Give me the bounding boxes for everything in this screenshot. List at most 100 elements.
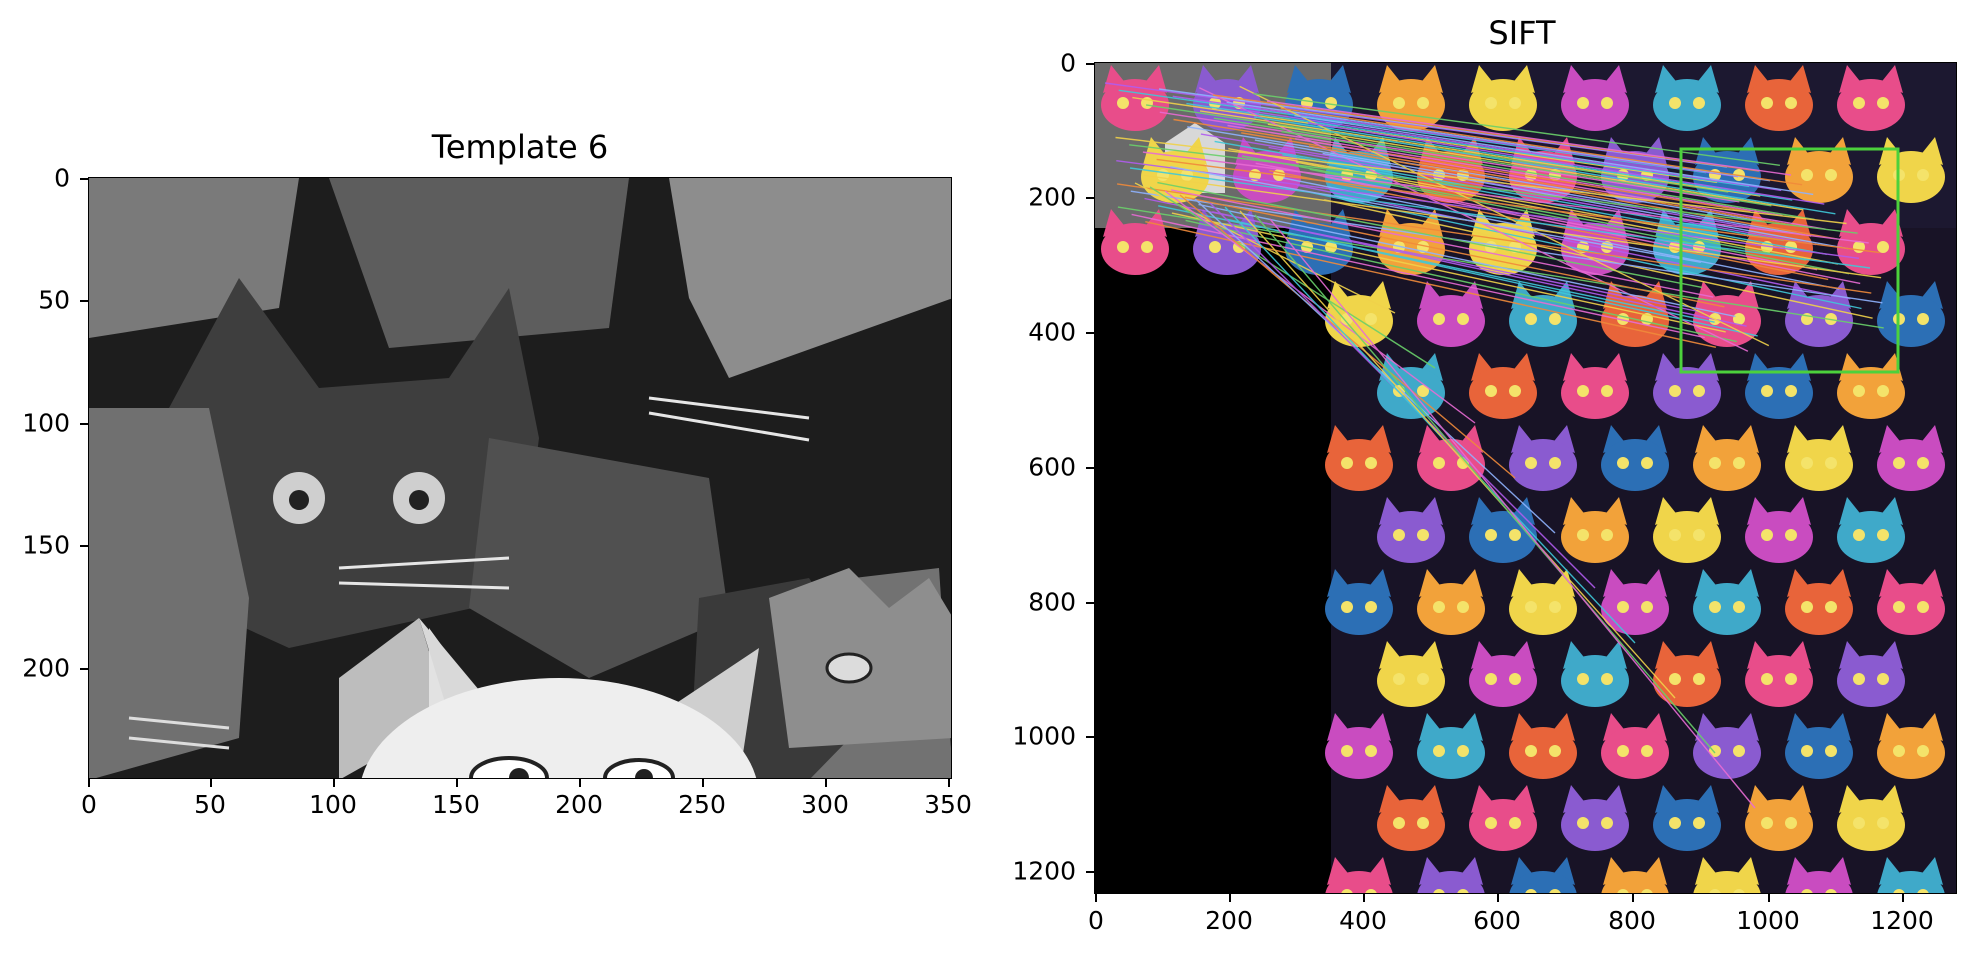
cat-head-shape [1653,785,1721,851]
right-x-tick-label: 0 [1088,906,1104,935]
cat-head-shape [1561,497,1629,563]
cat-head-shape [1377,641,1445,707]
cat-head-shape [1561,65,1629,131]
cat-head-shape [1101,65,1169,131]
grayscale-cat-template-image [89,178,951,778]
cat-head-shape [1417,857,1485,893]
sift-match-line [1295,138,1826,230]
left-y-tick-label: 100 [22,408,70,438]
cat-head-shape [1325,425,1393,491]
cat-head-shape [1653,65,1721,131]
left-y-tick-label: 200 [22,653,70,683]
left-x-tick-label: 300 [801,790,849,819]
right-x-tick-label: 800 [1608,906,1656,935]
sift-match-line [1266,100,1792,176]
left-x-tick-6 [825,779,827,787]
right-x-tick-label: 600 [1473,906,1521,935]
cat-head-shape [1417,569,1485,635]
left-x-tick-3 [456,779,458,787]
sift-match-line [1227,124,1783,217]
sift-match-line [1116,160,1859,259]
cat-head-shape [1785,137,1853,203]
cat-head-shape [1693,569,1761,635]
sift-match-line [1156,158,1880,254]
left-x-tick-label: 0 [81,790,97,819]
cat-head-shape [1325,281,1393,347]
left-x-tick-7 [948,779,950,787]
cat-head-shape [1837,785,1905,851]
sift-match-line [1149,186,1436,369]
cat-head-shape [1693,857,1761,893]
left-x-tick-1 [210,779,212,787]
left-x-tick-label: 150 [432,790,480,819]
sift-match-line [1129,144,1858,234]
sift-match-line [1170,189,1714,298]
left-x-tick-label: 50 [194,790,226,819]
right-y-tick-label: 1200 [1012,856,1076,886]
sift-match-line [1239,210,1676,699]
cat-head-shape [1325,857,1393,893]
right-y-tick-3 [1086,467,1094,469]
cat-head-shape [1377,353,1445,419]
sift-match-line [1187,126,1762,222]
sift-match-line [1228,148,1796,251]
sift-match-line [1199,110,1761,197]
sift-match-line [1307,122,1825,205]
cat-head-shape [1325,713,1393,779]
right-y-tick-label: 400 [1028,317,1076,347]
cat-head-shape [1417,713,1485,779]
sift-match-line [1172,95,1739,178]
sift-match-line [1157,181,1703,289]
sift-match-line [1212,211,1747,327]
left-y-tick-label: 150 [22,530,70,560]
cat-head-shape [1561,353,1629,419]
left-x-tick-label: 200 [555,790,603,819]
right-x-tick-6 [1902,894,1904,902]
right-x-tick-3 [1497,894,1499,902]
sift-match-line [1173,118,1751,213]
cat-head-shape [1509,713,1577,779]
sift-match-line [1280,107,1803,186]
cat-head-shape [1101,209,1169,275]
sift-match-line [1116,183,1872,294]
cat-head-shape [1469,785,1537,851]
sift-match-line [1145,221,1717,348]
cat-head-shape [1561,785,1629,851]
cat-head-shape [1601,425,1669,491]
right-y-tick-6 [1086,871,1094,873]
cat-head-shape [1509,425,1577,491]
sift-match-line [1164,190,1476,424]
cat-head-shape [1837,209,1905,275]
sift-match-line [1324,199,1873,319]
cat-head-shape [1745,353,1813,419]
cat-head-shape [1745,497,1813,563]
left-x-tick-label: 250 [678,790,726,819]
cat-head-shape [1509,569,1577,635]
left-y-tick-1 [80,300,88,302]
sift-match-line [1254,139,1805,236]
left-x-tick-5 [702,779,704,787]
cat-head-shape [1653,497,1721,563]
right-y-tick-label: 1000 [1012,721,1076,751]
sift-match-line [1118,89,1707,174]
cat-head-shape [1561,641,1629,707]
cat-head-shape [1877,137,1945,203]
cat-head-shape [1377,497,1445,563]
right-y-tick-4 [1086,602,1094,604]
right-y-tick-0 [1086,63,1094,65]
right-y-tick-1 [1086,197,1094,199]
cat-head-shape [1837,353,1905,419]
sift-match-line [1294,114,1814,196]
sift-match-line [1241,132,1794,226]
sift-match-line [1142,151,1869,244]
sift-match-line [1225,218,1758,337]
cat-head-shape [1785,713,1853,779]
sift-match-line [1132,96,1718,184]
right-x-tick-0 [1095,894,1097,902]
sift-match-line [1130,190,1883,304]
cat-head-shape [1837,65,1905,131]
sift-match-line [1267,123,1804,211]
cat-head-shape [1693,713,1761,779]
sift-match-line [1281,130,1815,221]
sift-match-line [1159,111,1740,203]
